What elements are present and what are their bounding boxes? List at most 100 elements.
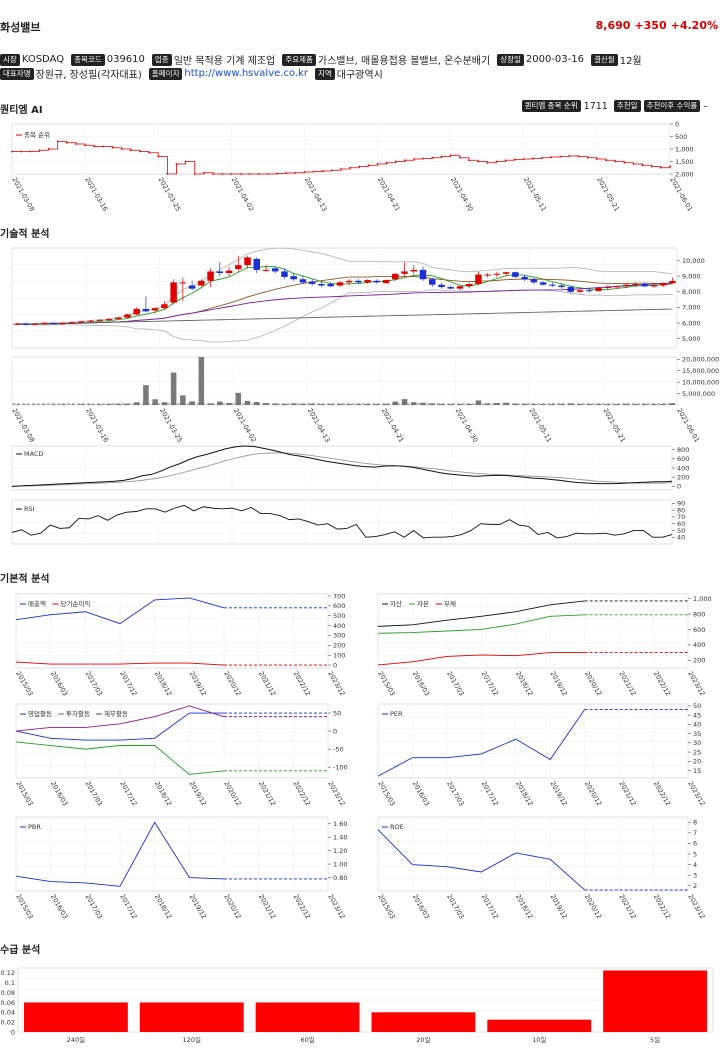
PER-y-tick-label: 20 — [693, 758, 701, 766]
volume-bar — [568, 403, 574, 405]
legend-label: 매출액 — [28, 599, 46, 608]
candle-body — [179, 282, 187, 284]
homepage-link[interactable]: http://www.hsvalve.co.kr — [184, 68, 308, 79]
PBR-x-tick-label: 2015/03 — [14, 893, 34, 920]
volume-bar — [364, 403, 371, 405]
rank-point — [184, 160, 187, 163]
PBR-x-tick-label: 2020/12 — [222, 893, 242, 920]
legend-label: 재무활동 — [104, 709, 128, 718]
PER-x-tick-label: 2023/12 — [686, 780, 706, 807]
section-tech: 기술적 분석 — [0, 229, 50, 240]
PER-x-tick-label: 2017/03 — [445, 780, 465, 807]
rank-point — [29, 150, 32, 153]
candle-body — [512, 272, 519, 277]
sales_income-x-tick-label: 2017/03 — [84, 670, 104, 697]
candle-body — [216, 271, 224, 273]
tag-industry: 업종 — [151, 53, 172, 66]
rank-point — [175, 163, 178, 165]
rank-point — [248, 173, 251, 175]
assets-x-tick-label: 2015/03 — [376, 670, 396, 697]
rank-point — [669, 165, 671, 168]
volume-x-tick-label: 2021-03-25 — [158, 407, 184, 444]
price-y-tick-label: 9,000 — [682, 272, 701, 280]
volume-bar — [143, 385, 149, 405]
PER-x-tick-label: 2017/12 — [480, 780, 500, 807]
candle-body — [13, 323, 20, 325]
sales_income-y-tick-label: 600 — [333, 602, 345, 610]
ROE-x-tick-label: 2019/12 — [548, 893, 568, 920]
rank-point — [595, 158, 598, 160]
series-line-2 — [15, 705, 225, 732]
section-quantum: 퀀티엠 AI — [0, 105, 43, 116]
sales_income-x-tick-label: 2018/12 — [153, 670, 173, 697]
volume-bar — [651, 404, 657, 405]
volume-bar — [383, 403, 389, 405]
rank-point — [468, 159, 470, 162]
supply-x-label: 20일 — [416, 1035, 430, 1044]
candle-body — [281, 271, 288, 277]
rsi-y-tick-label: 50 — [677, 527, 685, 535]
rank-x-tick-label: 2021-03-08 — [10, 176, 36, 213]
sales_income-y-tick-label: 700 — [333, 592, 345, 600]
sales_income-x-tick-label: 2015/03 — [14, 670, 34, 697]
volume-bar — [549, 404, 556, 405]
candle-body — [622, 284, 630, 287]
PER-x-tick-label: 2020/12 — [583, 780, 603, 807]
PER-y-tick-label: 45 — [693, 711, 701, 719]
volume-y-tick-label: 5,000,000 — [682, 390, 715, 398]
rank-point — [385, 161, 388, 164]
ROE-x-tick-label: 2016/03 — [411, 893, 431, 920]
candle-body — [659, 283, 667, 286]
rank-chart: 0 500 1,000 1,500 2,000 2021-03-08 2021-03-16 2… — [10, 120, 694, 212]
rec-day-label: 추천일 — [613, 100, 641, 112]
volume-bar — [540, 404, 546, 405]
price-change-pct: +4.20% — [670, 19, 718, 32]
candle-body — [549, 284, 556, 286]
rank-point — [148, 151, 150, 154]
PER-y-tick-label: 35 — [693, 730, 701, 738]
ROE-x-tick-label: 2020/12 — [583, 893, 603, 920]
volume-bar — [355, 404, 362, 405]
volume-bar — [438, 403, 445, 405]
candle-body — [613, 286, 621, 288]
bollinger-lower — [16, 289, 673, 343]
volume-bar — [133, 402, 140, 405]
rank-point — [632, 163, 635, 165]
volume-bar — [263, 403, 269, 405]
candle-body — [142, 308, 150, 312]
rank-point — [285, 172, 288, 174]
volume-x-tick-label: 2021-04-13 — [306, 407, 332, 444]
rank-point — [477, 160, 479, 163]
candle-body — [31, 323, 39, 325]
supply-x-label: 240일 — [67, 1035, 85, 1044]
macd-signal-line — [11, 452, 673, 487]
cashflow-x-tick-label: 2016/03 — [49, 780, 69, 807]
rank-x-tick-label: 2021-04-02 — [230, 176, 256, 213]
assets-x-tick-label: 2020/12 — [583, 670, 603, 697]
rank-point — [166, 173, 169, 175]
supply-y-tick-label: 0 — [11, 1028, 15, 1036]
ROE-x-tick-label: 2017/03 — [445, 893, 465, 920]
candle-body — [373, 280, 381, 283]
sales_income-y-tick-label: 0 — [333, 661, 337, 669]
legend-label: RSI — [24, 505, 35, 513]
candle-body — [539, 282, 547, 285]
candle-body — [151, 308, 159, 311]
volume-bar — [180, 395, 186, 405]
rank-point — [321, 170, 324, 172]
candle-body — [429, 279, 436, 285]
rank-point — [614, 160, 617, 163]
PER-y-tick-label: 40 — [693, 721, 701, 729]
assets-y-tick-label: 400 — [693, 641, 705, 649]
tag-code: 종목코드 — [71, 53, 105, 66]
rank-y-tick-label: 500 — [675, 133, 687, 141]
PBR-y-tick-label: 1.00 — [333, 860, 347, 868]
cashflow-x-tick-label: 2017/03 — [84, 780, 104, 807]
rank-point — [56, 140, 59, 143]
candle-body — [502, 272, 510, 274]
section-supply: 수급 분석 — [0, 945, 41, 956]
ROE-x-tick-label: 2021/12 — [617, 893, 637, 920]
rank-x-tick-label: 2021-05-21 — [595, 176, 621, 213]
rank-point — [257, 173, 260, 175]
tag-region: 지역 — [314, 67, 335, 80]
